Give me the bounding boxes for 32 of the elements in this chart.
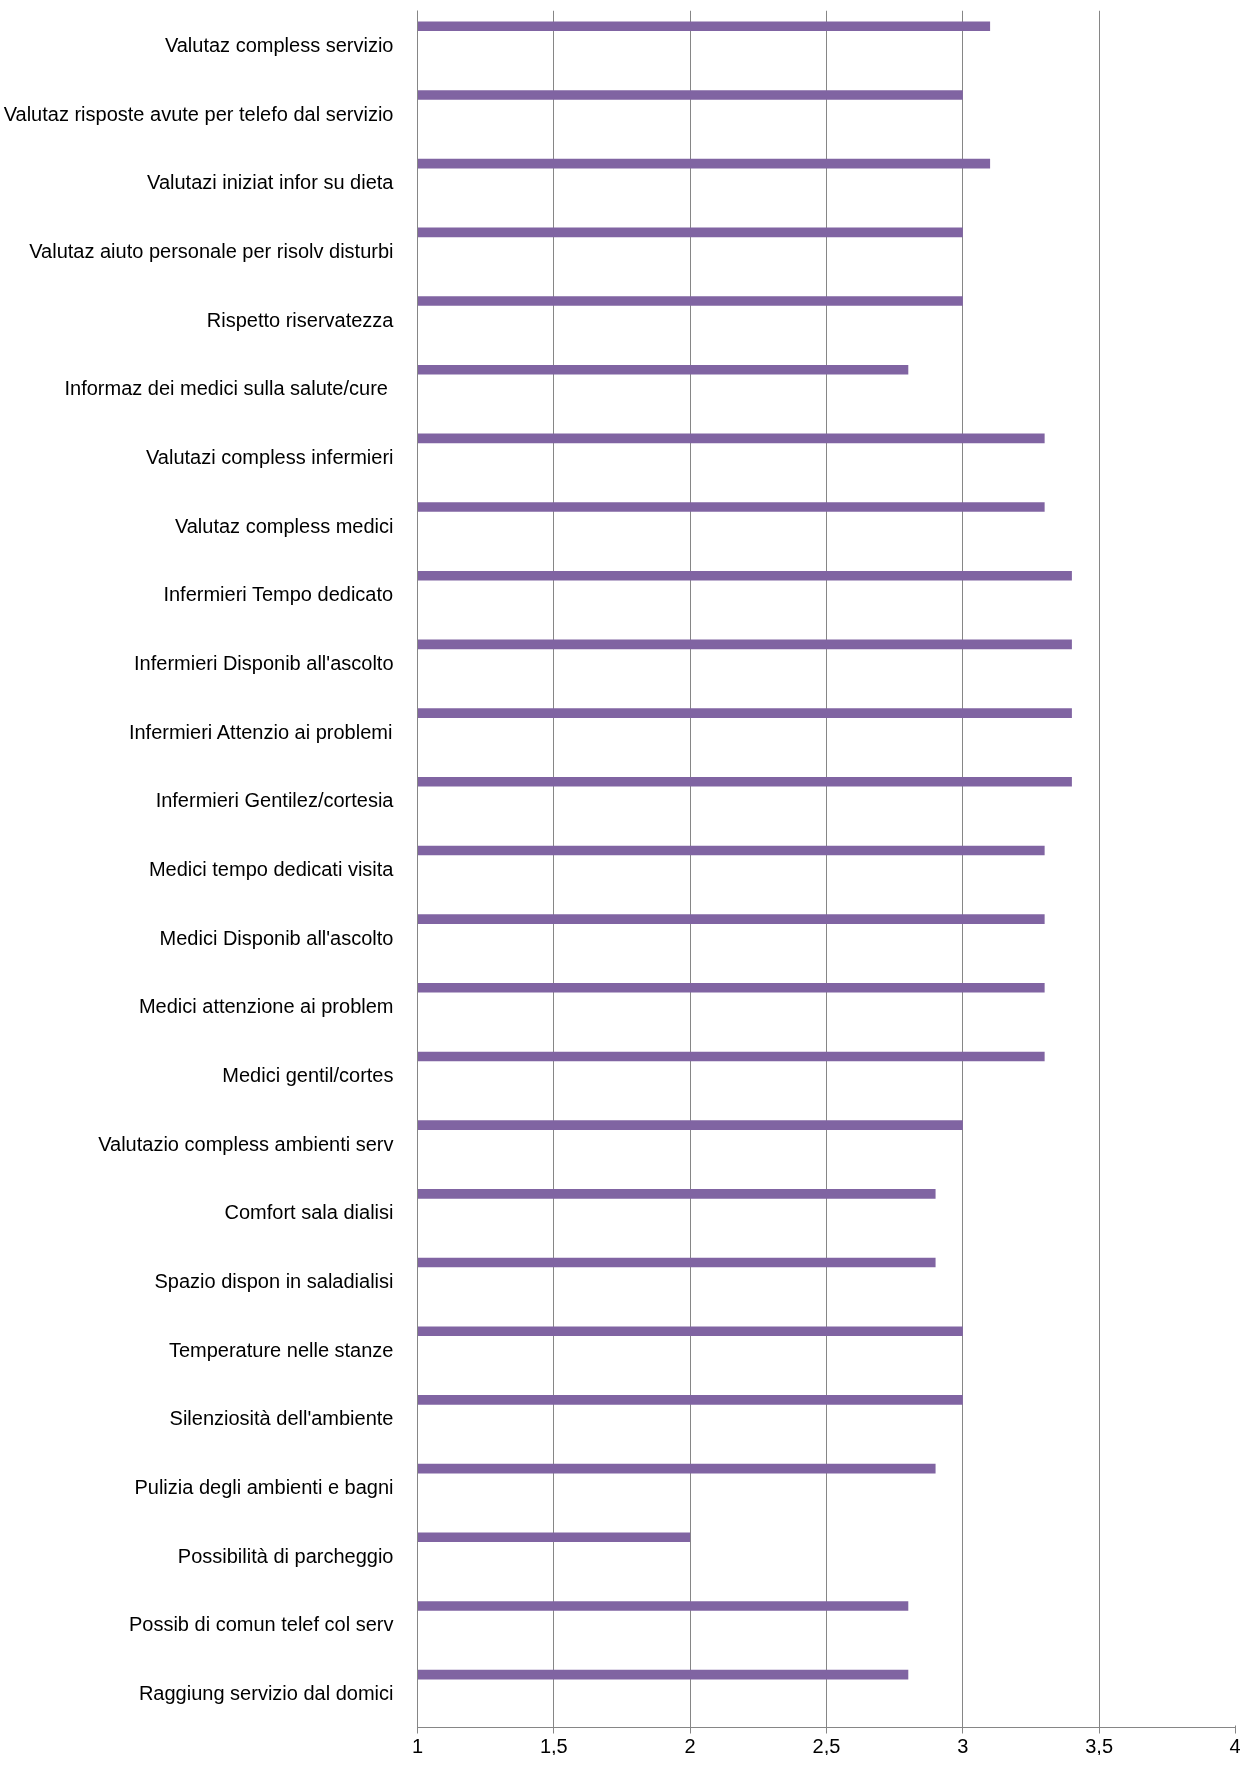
- y-tick-label: Valutaz compless medici: [174, 514, 394, 537]
- y-tick-label: Medici gentil/cortes: [222, 1064, 394, 1087]
- y-tick-label: Valutazio compless ambienti serv: [98, 1132, 394, 1155]
- y-tick-label: Rispetto riservatezza: [206, 308, 395, 331]
- x-tick-label: 3,5: [1085, 1734, 1114, 1757]
- y-tick-label: Medici attenzione ai problem: [138, 995, 394, 1018]
- y-tick-label: Infermieri Attenzio ai problemi: [128, 720, 393, 743]
- y-tick-label: Possibilità di parcheggio: [177, 1544, 394, 1567]
- y-tick-label: Infermieri Gentilez/cortesia: [155, 789, 395, 812]
- y-tick-label: Possib di comun telef col serv: [128, 1613, 394, 1636]
- y-tick-label: Comfort sala dialisi: [224, 1201, 394, 1224]
- y-tick-label: Infermieri Tempo dedicato: [163, 583, 394, 606]
- y-tick-label: Valutazi iniziat infor su dieta: [147, 171, 395, 194]
- x-tick-label: 4: [1229, 1734, 1241, 1757]
- x-tick-label: 3: [957, 1734, 969, 1757]
- x-tick-label: 2,5: [812, 1734, 841, 1757]
- y-tick-label: Silenziosità dell'ambiente: [169, 1407, 394, 1430]
- y-tick-label: Spazio dispon in saladialisi: [154, 1270, 394, 1293]
- y-tick-label: Valutazi compless infermieri: [146, 445, 394, 468]
- y-tick-label: Temperature nelle stanze: [168, 1338, 394, 1361]
- y-tick-label: Valutaz risposte avute per telefo dal servizio: [3, 102, 394, 125]
- x-tick-label: 1,5: [539, 1734, 568, 1757]
- y-tick-label: Medici tempo dedicati visita: [148, 858, 395, 880]
- x-tick-label: 2: [684, 1734, 696, 1757]
- y-tick-label: Valutaz aiuto personale per risolv disturbi: [29, 239, 394, 262]
- y-tick-label: Medici Disponib all'ascolto: [159, 926, 394, 949]
- y-tick-label: Raggiung servizio dal domici: [138, 1682, 394, 1705]
- y-tick-label: Infermieri Disponib all'ascolto: [134, 651, 394, 674]
- y-tick-label: Informaz dei medici sulla salute/cure: [64, 377, 388, 400]
- y-tick-label: Valutaz compless servizio: [164, 33, 394, 56]
- x-tick-label: 1: [411, 1734, 424, 1757]
- y-tick-label: Pulizia degli ambienti e bagni: [134, 1476, 394, 1499]
